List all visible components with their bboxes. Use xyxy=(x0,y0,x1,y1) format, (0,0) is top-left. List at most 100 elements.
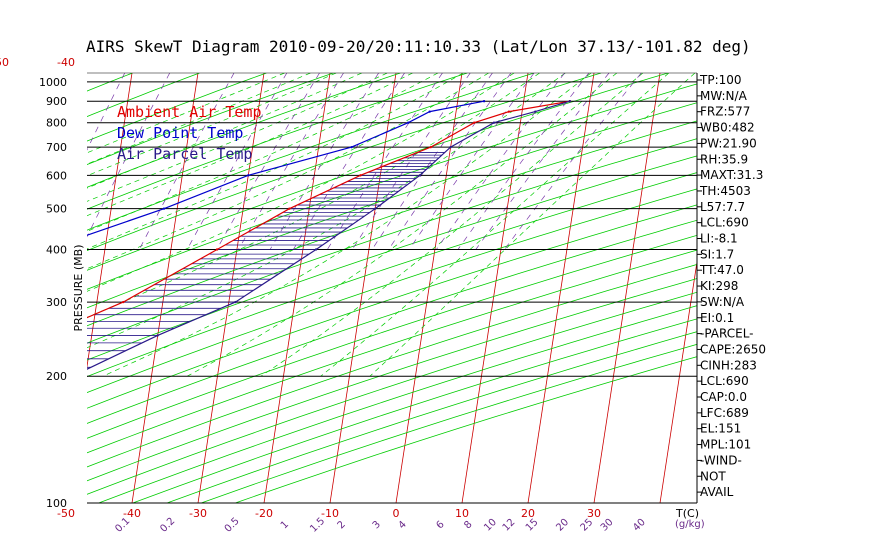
bottom-temp-tick-label: 0 xyxy=(393,507,400,520)
pressure-tick-label: 300 xyxy=(46,296,67,309)
dry-adiabat-line xyxy=(87,83,697,290)
mixing-ratio-label: 40 xyxy=(631,517,648,534)
index-label: MAXT:31.3 xyxy=(700,168,763,182)
dry-adiabat-line xyxy=(87,73,334,166)
mixing-ratio-unit: (g/kg) xyxy=(675,519,705,530)
index-label: SW:N/A xyxy=(700,295,745,309)
dry-adiabat-line xyxy=(87,120,697,327)
pressure-tick-label: 600 xyxy=(46,169,67,182)
dry-adiabat-line xyxy=(87,138,697,344)
mixing-ratio-line xyxy=(388,73,512,250)
temp-unit-label: T(C) xyxy=(675,507,699,520)
index-label: CINH:283 xyxy=(700,358,757,372)
dry-adiabat-line xyxy=(87,73,602,251)
mixing-ratio-label: 8 xyxy=(462,519,474,531)
air-parcel-temp-point xyxy=(234,300,237,304)
air-parcel-temp-point xyxy=(156,334,159,337)
index-label: NOT xyxy=(700,469,726,483)
index-label: LCL:690 xyxy=(700,374,749,388)
bottom-temp-tick-label: 30 xyxy=(587,507,601,520)
pressure-tick-label: 500 xyxy=(46,203,67,216)
index-label: TP:100 xyxy=(699,73,742,87)
dry-adiabat-line xyxy=(201,343,697,503)
index-label: MPL:101 xyxy=(700,438,751,452)
index-label: CAPE:2650 xyxy=(700,342,766,356)
ambient-air-temp-point xyxy=(472,121,476,124)
mixing-ratio-line xyxy=(138,73,235,250)
index-label: LI:-8.1 xyxy=(700,232,738,246)
index-label: TH:4503 xyxy=(699,184,751,198)
isotherm-line xyxy=(461,73,529,503)
bottom-temp-tick-label: -30 xyxy=(189,507,207,520)
dew-point-temp-point xyxy=(247,174,250,177)
dew-point-temp-point xyxy=(482,99,486,103)
isotherm-line xyxy=(263,73,331,503)
legend-entry: Air Parcel Temp xyxy=(117,145,252,163)
dry-adiabat-line xyxy=(87,188,697,394)
isotherm-line xyxy=(197,73,265,503)
ambient-air-temp-point xyxy=(44,334,46,336)
mixing-ratio-line xyxy=(327,73,443,250)
dew-point-temp-point xyxy=(162,207,166,210)
index-label: FRZ:577 xyxy=(700,105,750,119)
index-label: LCL:690 xyxy=(700,216,749,230)
profiles xyxy=(44,99,572,377)
legend-entry: Dew Point Temp xyxy=(117,124,243,142)
cape-hatch xyxy=(87,152,445,368)
pressure-tick-label: 800 xyxy=(46,117,67,130)
dew-point-temp-point xyxy=(350,145,353,149)
top-temp-tick-label: -40 xyxy=(57,56,75,69)
air-parcel-temp-line xyxy=(87,100,571,370)
pressure-tick-label: 200 xyxy=(46,370,67,383)
bottom-temp-tick-label: -50 xyxy=(57,507,75,520)
air-parcel-temp-point xyxy=(534,110,537,113)
index-label: SI:1.7 xyxy=(700,247,734,261)
bottom-temp-tick-label: 10 xyxy=(455,507,469,520)
dry-adiabat-line xyxy=(87,73,267,142)
index-label: L57:7.7 xyxy=(700,200,745,214)
ambient-air-temp-point xyxy=(429,145,433,149)
mixing-ratio-label: 2 xyxy=(336,519,348,531)
mixing-ratio-line xyxy=(352,73,471,250)
moist-adiabat-line xyxy=(87,73,413,217)
dry-adiabat-line xyxy=(87,204,697,409)
index-label: -PARCEL- xyxy=(700,327,754,341)
pressure-tick-label: 400 xyxy=(46,243,67,256)
mixing-ratio-label: 0.2 xyxy=(158,516,177,535)
isotherm-line xyxy=(87,73,133,369)
air-parcel-temp-point xyxy=(418,174,422,177)
index-label: MW:N/A xyxy=(700,89,748,103)
index-label: WB0:482 xyxy=(700,121,755,135)
index-label: CAP:0.0 xyxy=(700,390,747,404)
mixing-ratio-label: 1 xyxy=(279,519,291,531)
ambient-air-temp-line xyxy=(87,100,571,319)
ambient-air-temp-point xyxy=(215,248,219,251)
moist-adiabat-line xyxy=(187,73,618,377)
dry-adiabat-line xyxy=(87,73,401,188)
pressure-tick-label: 700 xyxy=(46,141,67,154)
mixing-ratio-line xyxy=(457,73,590,250)
air-parcel-temp-point xyxy=(568,99,572,103)
dry-adiabat-line xyxy=(87,73,468,210)
moist-adiabat-line xyxy=(260,73,644,377)
legend: Ambient Air Temp Dew Point Temp Air Parcel… xyxy=(117,103,262,163)
air-parcel-temp-point xyxy=(71,375,73,377)
index-label: LFC:689 xyxy=(700,406,749,420)
mixing-ratio-label: 10 xyxy=(482,517,499,534)
isotherm-line xyxy=(659,259,697,503)
dry-adiabat-line xyxy=(87,73,200,117)
moist-adiabat-line xyxy=(87,73,388,202)
mixing-ratio-label: 6 xyxy=(434,519,446,531)
isotherm-line xyxy=(395,73,463,503)
index-label: RH:35.9 xyxy=(700,152,748,166)
index-label: KI:298 xyxy=(700,279,738,293)
air-parcel-temp-point xyxy=(449,145,452,149)
pressure-tick-label: 100 xyxy=(46,497,67,510)
air-parcel-temp-point xyxy=(492,121,496,124)
dry-adiabat-line xyxy=(87,73,669,271)
moist-adiabat-line xyxy=(87,73,540,318)
index-label: PW:21.90 xyxy=(700,136,757,150)
mixing-ratio-label: 4 xyxy=(397,519,409,531)
dry-adiabat-line xyxy=(98,305,697,503)
